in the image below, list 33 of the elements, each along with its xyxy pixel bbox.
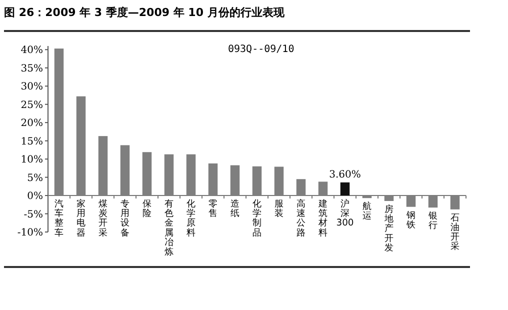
annotation: 093Q--09/10: [228, 44, 294, 55]
x-tick-label: 化学制品: [252, 198, 262, 238]
x-tick-label: 航运: [362, 201, 372, 222]
x-tick-label: 化学原料: [186, 198, 196, 238]
x-tick-label: 银行: [428, 210, 438, 232]
y-tick-label: 10%: [20, 154, 43, 166]
y-tick-label: 0%: [27, 191, 43, 202]
x-tick-label: 专用设备: [120, 198, 130, 238]
y-tick-label: -10%: [17, 228, 43, 238]
x-tick-label: 家用电器: [76, 198, 86, 238]
x-tick-label: 汽车整车: [54, 198, 64, 238]
y-tick-label: -5%: [24, 209, 43, 220]
x-tick-label: 保险: [142, 198, 152, 220]
x-tick-label: 煤炭开采: [98, 198, 108, 238]
x-tick-label: 钢铁: [406, 210, 416, 230]
y-tick-label: 5%: [27, 172, 43, 184]
x-tick-label: 石油开采: [450, 212, 460, 252]
x-tick-label: 建筑材料: [318, 198, 328, 238]
y-tick-label: 15%: [20, 136, 43, 148]
y-tick-label: 25%: [20, 100, 43, 111]
y-tick-label: 40%: [20, 45, 43, 56]
x-tick-label: 房地产开发: [384, 204, 394, 254]
x-tick-label: 有色金属冶炼: [164, 198, 174, 258]
y-tick-label: 20%: [20, 118, 43, 130]
x-tick-label: 零售: [208, 198, 218, 220]
chart-title: 图 26：2009 年 3 季度—2009 年 10 月份的行业表现: [4, 6, 286, 19]
x-tick-label: 服装: [274, 198, 284, 220]
x-tick-label: 高速公路: [296, 198, 306, 238]
y-tick-label: 35%: [20, 63, 43, 74]
x-tick-label: 造纸: [230, 198, 240, 220]
y-tick-label: 30%: [20, 82, 43, 93]
x-tick-label: 沪深300: [336, 198, 354, 229]
data-label: 3.60%: [329, 169, 361, 180]
